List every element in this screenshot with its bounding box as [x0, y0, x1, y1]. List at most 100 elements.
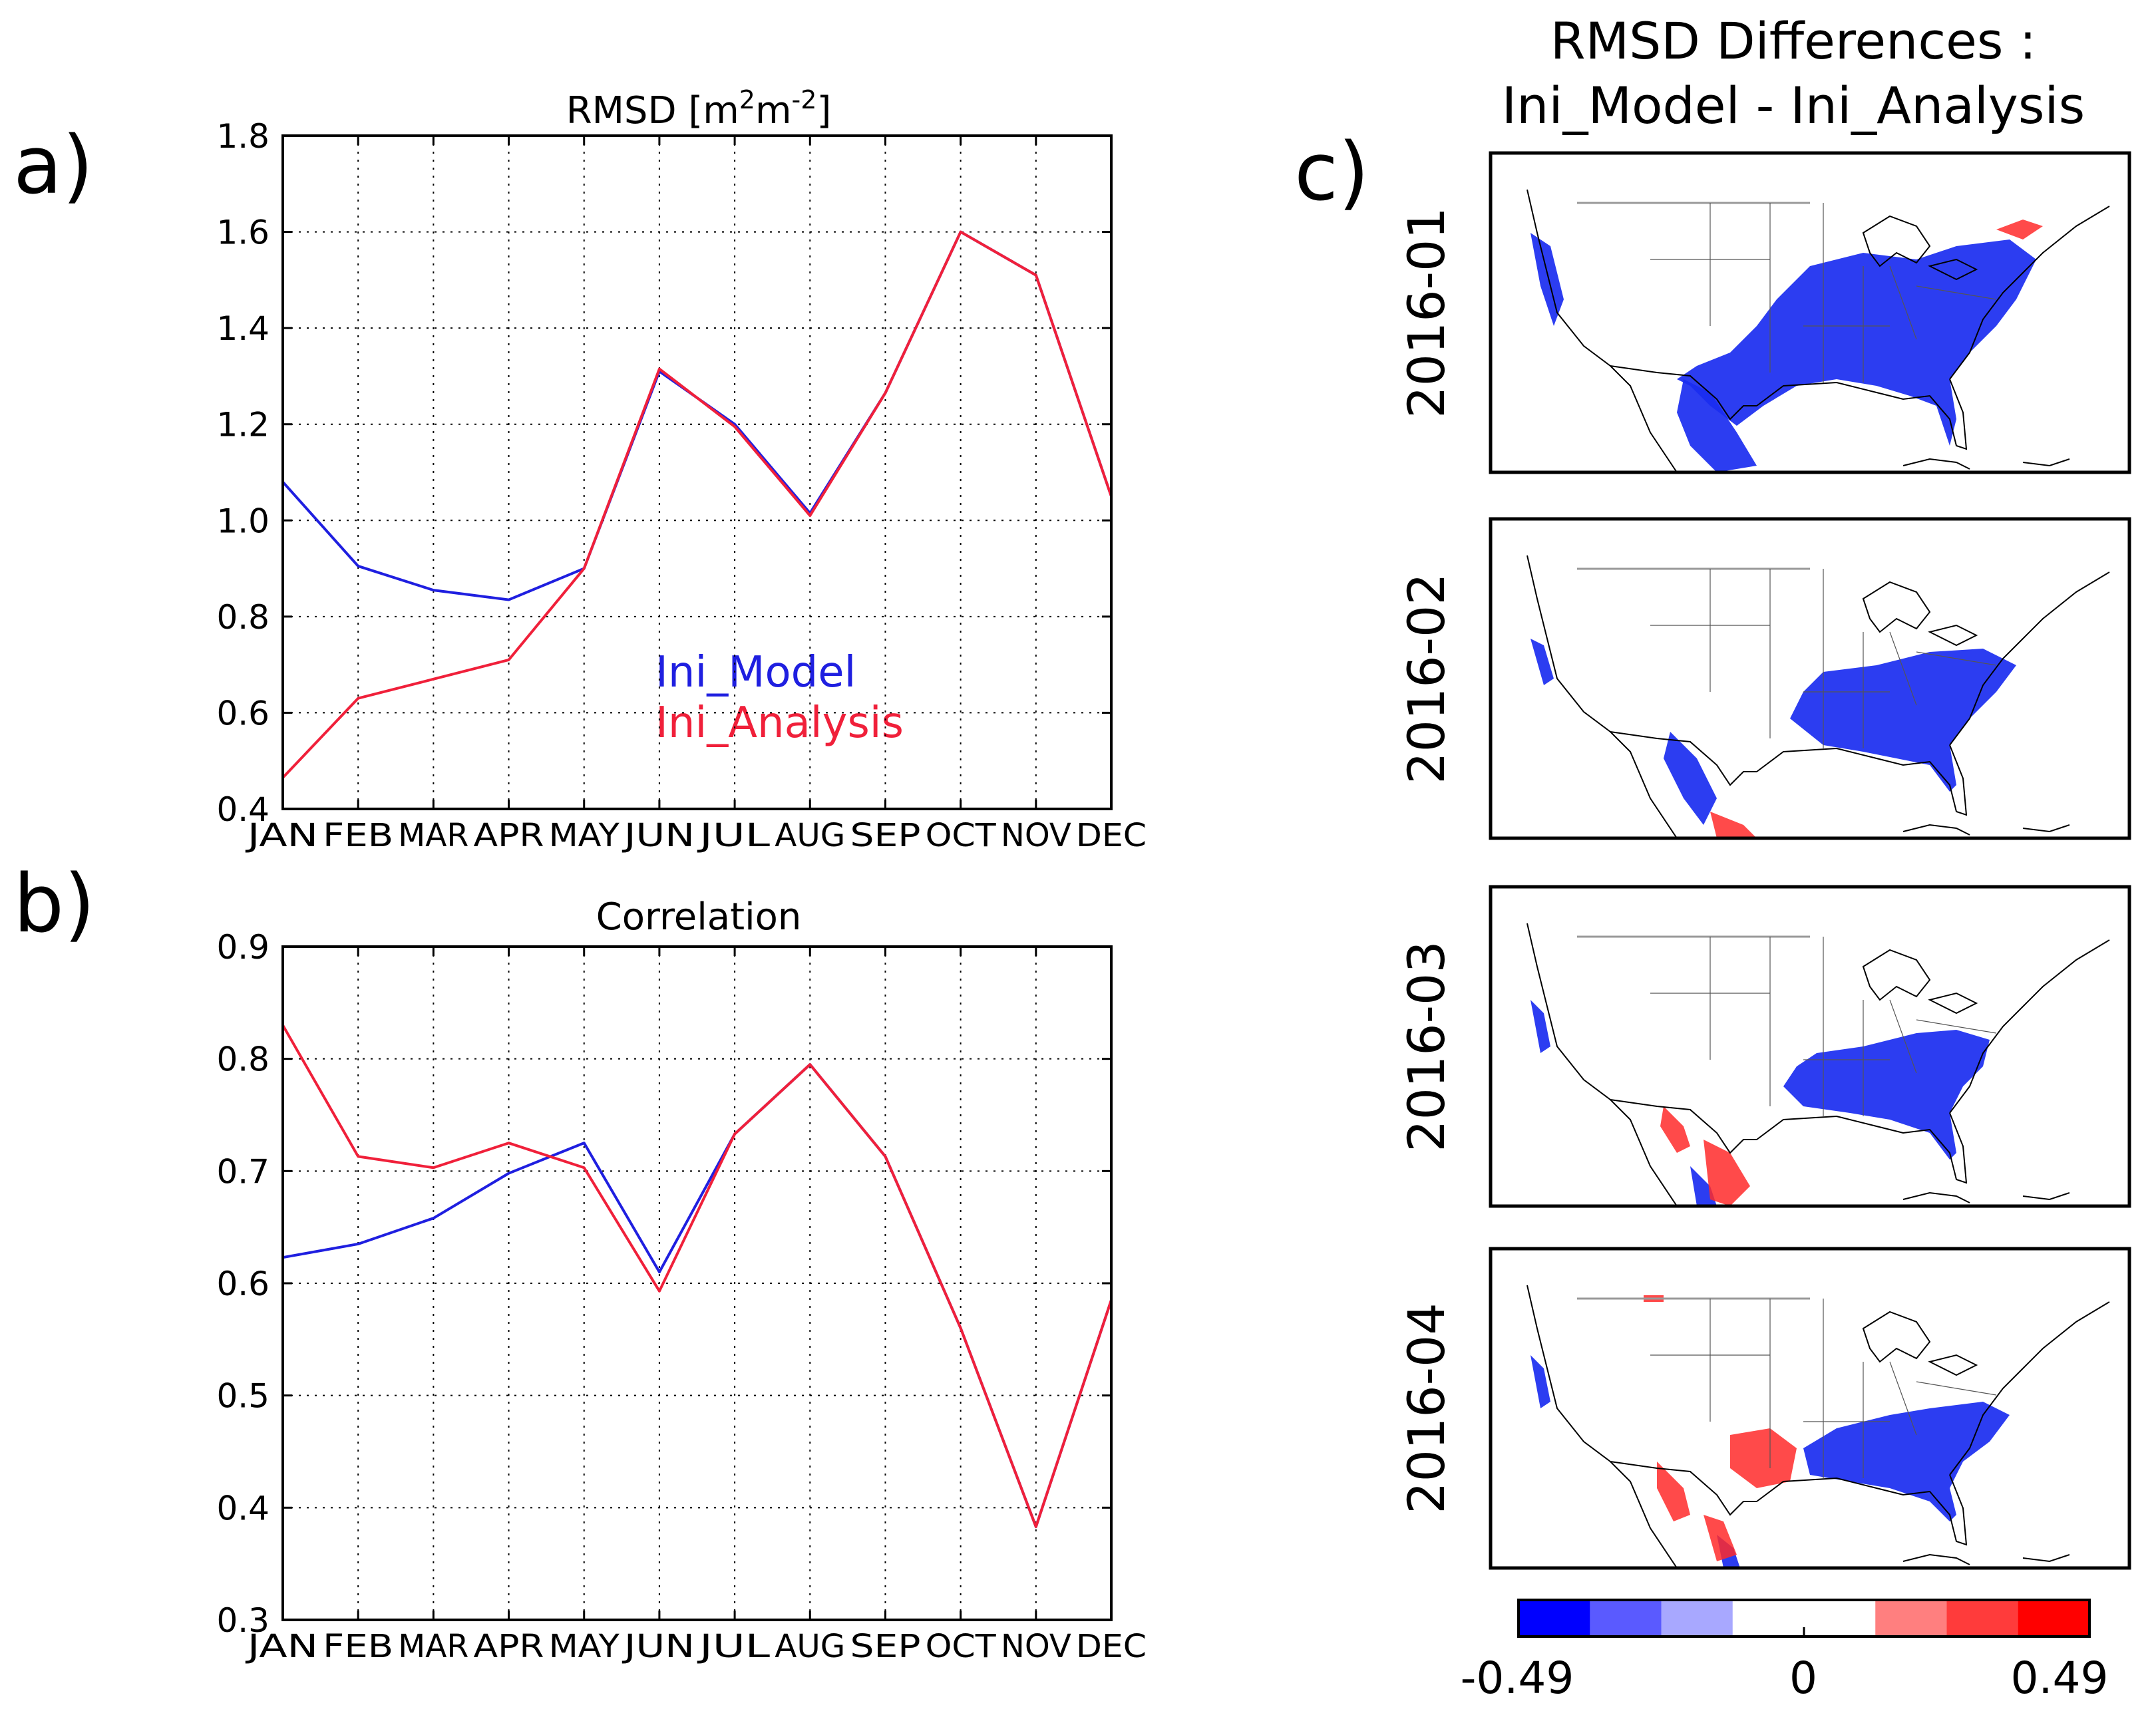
- state-border: [1650, 1299, 1997, 1478]
- x-tick-label: MAY: [549, 1628, 620, 1665]
- panel-label-a: a): [13, 120, 93, 212]
- rmsd-differences-panel: RMSD Differences : Ini_Model - Ini_Analy…: [1397, 11, 2131, 1704]
- x-tick-label: NOV: [1001, 1628, 1071, 1665]
- rmsd-chart: RMSD [m2m-2] Ini_Model Ini_Analysis 0.4 0…: [216, 85, 1147, 854]
- x-tick-label: SEP: [850, 1628, 920, 1665]
- negative-difference-region: [1530, 233, 1564, 326]
- map-label-2016-01: 2016-01: [1397, 207, 1456, 418]
- correlation-chart-title: Correlation: [596, 895, 802, 939]
- panel-label-b: b): [13, 858, 95, 951]
- y-tick-label: 0.7: [216, 1152, 270, 1191]
- coastline: [1949, 1301, 2110, 1476]
- colorbar-segment: [1804, 1600, 1876, 1637]
- y-tick-label: 0.8: [216, 1040, 270, 1079]
- colorbar-segment: [1590, 1600, 1662, 1637]
- negative-difference-region: [1530, 639, 1554, 685]
- coastline: [1949, 206, 2110, 380]
- y-tick-label: 0.6: [216, 1265, 270, 1303]
- x-tick-label: APR: [474, 817, 544, 854]
- positive-difference-region: [1996, 220, 2043, 239]
- coastline: [1949, 571, 2110, 746]
- map-content: [1527, 555, 2110, 838]
- map-content: [1527, 1285, 2110, 1568]
- colorbar-segment: [1732, 1600, 1805, 1637]
- maps-title-line1: RMSD Differences :: [1550, 11, 2036, 71]
- coastline: [1756, 379, 1968, 450]
- rmsd-chart-title: RMSD [m2m-2]: [566, 85, 832, 132]
- negative-difference-region: [1783, 1030, 1990, 1160]
- y-tick-label: 1.6: [216, 214, 270, 252]
- map-frame: [1489, 517, 2131, 840]
- negative-difference-region: [1664, 732, 1717, 825]
- colorbar-segment: [1875, 1600, 1947, 1637]
- series-line-ini-model: [282, 1063, 1113, 1529]
- coastline: [1902, 1553, 2070, 1565]
- map-background: [1491, 887, 2129, 1206]
- x-tick-label: OCT: [926, 817, 997, 854]
- x-tick-label: FEB: [323, 817, 393, 854]
- positive-difference-region: [1710, 812, 1757, 838]
- x-tick-label: OCT: [926, 1628, 997, 1665]
- coastline: [1610, 731, 1757, 786]
- colorbar-segment: [2018, 1600, 2090, 1637]
- legend-ini-model: Ini_Model: [655, 648, 856, 697]
- x-tick-label: JAN: [245, 817, 318, 854]
- legend-ini-analysis: Ini_Analysis: [655, 699, 904, 748]
- y-tick-label: 0.6: [216, 694, 270, 732]
- x-tick-label: AUG: [775, 817, 845, 854]
- positive-difference-region: [1704, 1515, 1737, 1561]
- negative-difference-region: [1803, 1402, 2010, 1521]
- y-tick-label: 0.9: [216, 928, 270, 967]
- colorbar: [1517, 1599, 2091, 1638]
- plot-frame: [281, 134, 1113, 810]
- coastline: [1610, 1099, 1757, 1154]
- positive-difference-region: [1657, 1462, 1690, 1521]
- map-content: [1527, 189, 2110, 472]
- map-frame: [1489, 1247, 2131, 1570]
- map-background: [1491, 1249, 2129, 1568]
- coastline: [1862, 949, 1978, 1015]
- colorbar-segment: [1946, 1600, 2019, 1637]
- positive-difference-region: [1704, 1140, 1750, 1206]
- colorbar-segment: [1661, 1600, 1733, 1637]
- coastline: [1756, 744, 1968, 816]
- x-tick-label: JAN: [245, 1628, 318, 1665]
- x-tick-label: APR: [474, 1628, 544, 1665]
- map-2016-04: [1489, 1247, 2131, 1570]
- series-line-ini-analysis: [281, 1024, 1113, 1529]
- coastline: [1527, 189, 1678, 472]
- x-tick-label: MAR: [398, 1628, 468, 1665]
- y-tick-label: 0.4: [216, 790, 270, 829]
- colorbar-min-label: -0.49: [1461, 1652, 1574, 1704]
- x-tick-label: JUL: [697, 1628, 771, 1665]
- colorbar-max-label: 0.49: [2011, 1652, 2109, 1704]
- y-tick-label: 1.0: [216, 502, 270, 540]
- coastline: [1527, 1285, 1678, 1568]
- map-label-2016-02: 2016-02: [1397, 573, 1456, 784]
- map-2016-02: [1489, 517, 2131, 840]
- colorbar-mid-label: 0: [1789, 1652, 1817, 1704]
- coastline: [1527, 555, 1678, 838]
- x-tick-label: DEC: [1076, 1628, 1147, 1665]
- coastline: [1527, 923, 1678, 1206]
- map-content: [1527, 923, 2110, 1206]
- x-tick-label: NOV: [1001, 817, 1071, 854]
- coastline: [1610, 365, 1757, 420]
- coastline: [1902, 458, 2070, 470]
- series-line-ini-model: [281, 230, 1113, 601]
- x-tick-label: MAY: [549, 817, 620, 854]
- map-2016-01: [1489, 151, 2131, 474]
- panel-label-c: c): [1294, 126, 1369, 219]
- y-tick-label: 1.2: [216, 406, 270, 444]
- map-frame: [1489, 885, 2131, 1208]
- coastline: [1902, 824, 2070, 836]
- y-tick-label: 0.5: [216, 1377, 270, 1416]
- maps-title-line2: Ini_Model - Ini_Analysis: [1502, 76, 2085, 135]
- state-border: [1650, 203, 1997, 383]
- x-tick-label: FEB: [323, 1628, 393, 1665]
- negative-difference-region: [1530, 1000, 1550, 1053]
- coastline: [1756, 1112, 1968, 1184]
- colorbar-segment: [1519, 1600, 1590, 1637]
- coastline: [1610, 1461, 1757, 1516]
